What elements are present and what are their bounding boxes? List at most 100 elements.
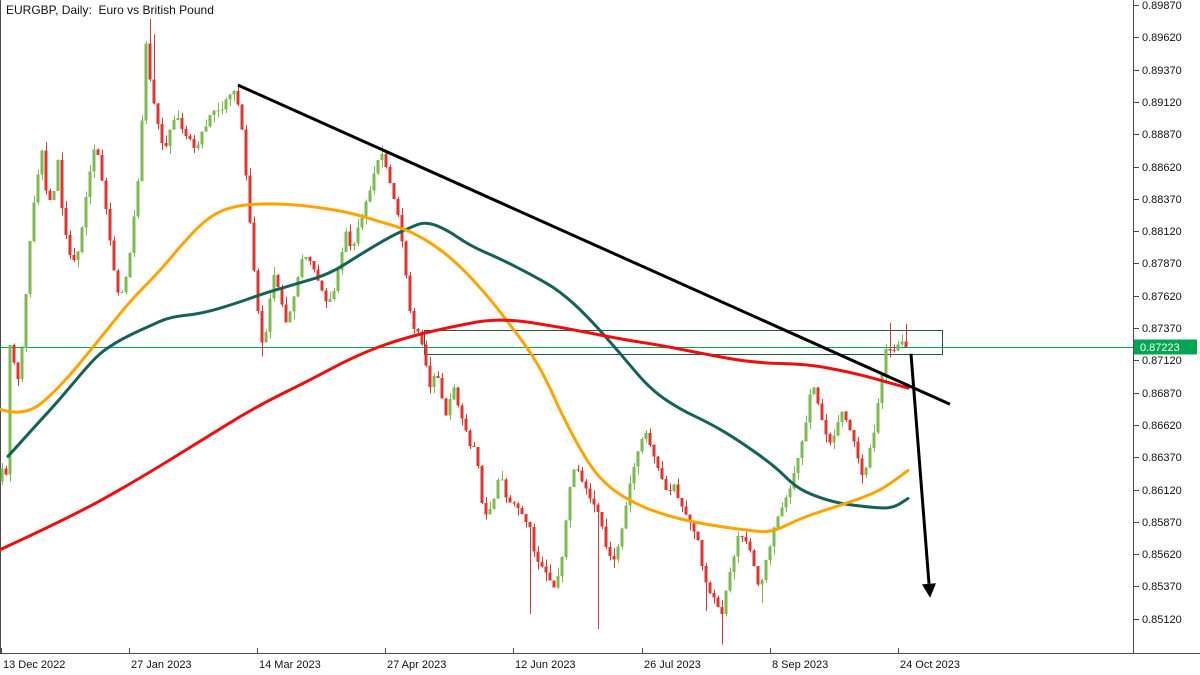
candle-bullish xyxy=(500,479,504,481)
candle-bearish xyxy=(348,231,352,246)
trend-arrow-object[interactable] xyxy=(909,353,936,598)
candle-bullish xyxy=(568,486,572,521)
current-price-tag: 0.87223 xyxy=(1134,339,1197,355)
y-tick-label: 0.88620 xyxy=(1142,162,1182,174)
candle-bullish xyxy=(452,387,456,400)
candle-bullish xyxy=(840,411,844,423)
candle-bearish xyxy=(116,270,120,293)
candle-bullish xyxy=(812,387,816,395)
candle-bullish xyxy=(304,257,308,259)
candle-bearish xyxy=(680,498,684,507)
candle-bullish xyxy=(780,507,784,517)
candle-bullish xyxy=(144,43,148,121)
candle-bullish xyxy=(196,144,200,149)
candle-bullish xyxy=(28,241,32,294)
x-tick-label: 13 Dec 2022 xyxy=(3,659,65,671)
candle-bullish xyxy=(800,441,804,459)
candle-bearish xyxy=(60,160,64,208)
candle-bullish xyxy=(80,227,84,252)
y-tick-label: 0.85120 xyxy=(1142,614,1182,626)
candle-bullish xyxy=(52,191,56,200)
candle-bearish xyxy=(892,350,896,352)
candle-bearish xyxy=(468,430,472,446)
y-axis-scale[interactable]: 0.89870 0.89620 0.89370 0.89120 0.88870 0.886… xyxy=(1133,0,1182,626)
candle-bullish xyxy=(636,451,640,467)
candle-bullish xyxy=(760,579,764,585)
axes xyxy=(0,0,1200,654)
ma-teal-line[interactable] xyxy=(6,221,910,510)
rectangle-object[interactable] xyxy=(424,330,943,355)
y-tick-label: 0.86870 xyxy=(1142,388,1182,400)
candle-bullish xyxy=(224,99,228,110)
candle-bullish xyxy=(628,483,632,506)
candle-bearish xyxy=(584,481,588,489)
candle-bullish xyxy=(336,269,340,291)
trendline-object[interactable] xyxy=(237,83,951,406)
candle-bullish xyxy=(764,560,768,580)
candle-bearish xyxy=(280,287,284,305)
candle-bearish xyxy=(148,43,152,80)
candle-bearish xyxy=(548,572,552,581)
candle-bearish xyxy=(852,429,856,442)
candle-bearish xyxy=(592,498,596,505)
candle-bearish xyxy=(240,104,244,130)
candle-bullish xyxy=(556,575,560,588)
candle-bearish xyxy=(848,420,852,430)
candle-bearish xyxy=(456,387,460,406)
candle-bearish xyxy=(660,467,664,480)
candle-bearish xyxy=(388,167,392,184)
candle-bullish xyxy=(640,438,644,452)
candle-bullish xyxy=(496,479,500,499)
candle-bearish xyxy=(512,502,516,504)
candle-bullish xyxy=(864,467,868,475)
candle-bullish xyxy=(572,469,576,487)
candle-bearish xyxy=(152,79,156,104)
candle-bearish xyxy=(688,514,692,523)
x-axis-scale[interactable]: 13 Dec 2022 27 Jan 2023 14 Mar 2023 27 Apr … xyxy=(1,648,960,671)
candle-bullish xyxy=(776,516,780,528)
candle-bearish xyxy=(12,345,16,363)
candle-bearish xyxy=(284,304,288,323)
candle-bullish xyxy=(560,557,564,576)
candle-bearish xyxy=(260,310,264,343)
candle-bullish xyxy=(356,227,360,244)
candle-bearish xyxy=(424,344,428,366)
candle-bearish xyxy=(856,441,860,459)
candle-bearish xyxy=(156,103,160,124)
candle-bearish xyxy=(324,290,328,302)
candle-bearish xyxy=(752,550,756,567)
candle-bearish xyxy=(412,310,416,329)
candle-bearish xyxy=(68,235,72,255)
candle-bullish xyxy=(340,252,344,270)
candle-bullish xyxy=(768,546,772,561)
candle-bearish xyxy=(600,512,604,527)
candle-bullish xyxy=(328,299,332,302)
arrow-head-icon xyxy=(922,583,936,598)
candle-bearish xyxy=(4,468,8,475)
candle-bullish xyxy=(380,153,384,160)
candle-bearish xyxy=(316,269,320,281)
candle-bearish xyxy=(408,275,412,311)
candle-bearish xyxy=(384,153,388,168)
y-tick-label: 0.86120 xyxy=(1142,485,1182,497)
candle-bullish xyxy=(300,259,304,278)
candle-bearish xyxy=(308,257,312,261)
ma-red-line[interactable] xyxy=(0,318,910,552)
y-tick-label: 0.87870 xyxy=(1142,258,1182,270)
candle-bearish xyxy=(416,328,420,332)
candle-bearish xyxy=(740,535,744,538)
chart-title: EURGBP, Daily: Euro vs British Pound xyxy=(6,3,214,17)
ma-orange-line[interactable] xyxy=(0,202,910,534)
candle-bearish xyxy=(112,240,116,271)
candle-bearish xyxy=(576,469,580,471)
candle-bullish xyxy=(36,174,40,203)
candle-bullish xyxy=(364,201,368,219)
candle-bearish xyxy=(248,175,252,223)
candle-bullish xyxy=(872,432,876,448)
y-tick-label: 0.88870 xyxy=(1142,129,1182,141)
candle-bearish xyxy=(276,274,280,288)
candle-bullish xyxy=(836,422,840,436)
candle-bearish xyxy=(444,398,448,416)
candle-bullish xyxy=(40,150,44,175)
